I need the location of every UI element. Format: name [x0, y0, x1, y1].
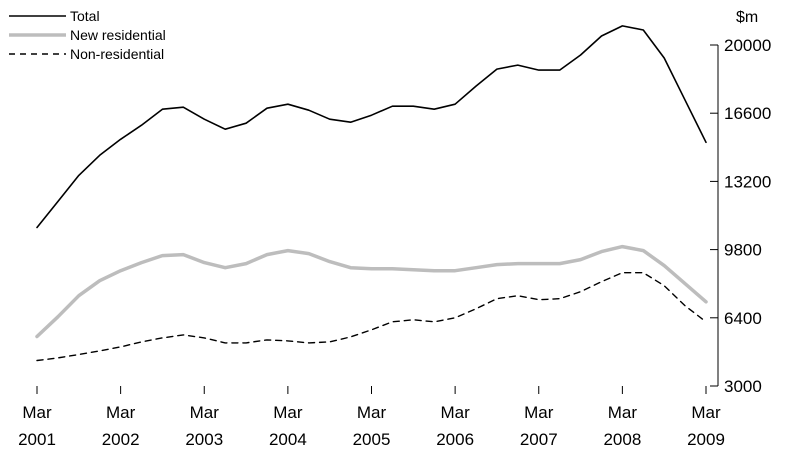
- x-tick-label-month: Mar: [608, 403, 638, 422]
- y-tick-label: 13200: [724, 172, 771, 191]
- y-tick-label: 3000: [724, 377, 762, 396]
- x-tick-label-month: Mar: [691, 403, 721, 422]
- x-tick-label-month: Mar: [524, 403, 554, 422]
- series-line-non-residential: [36, 272, 707, 362]
- x-tick-label-year: 2001: [18, 430, 56, 449]
- y-tick-label: 16600: [724, 104, 771, 123]
- axes: 200001660013200980064003000Mar2001Mar200…: [18, 36, 771, 449]
- x-tick-label-year: 2009: [687, 430, 725, 449]
- y-axis-unit-label: $m: [736, 9, 758, 26]
- x-tick-label-month: Mar: [440, 403, 470, 422]
- series-line-new-residential: [35, 244, 708, 339]
- y-tick-label: 20000: [724, 36, 771, 55]
- x-tick-label-year: 2004: [269, 430, 307, 449]
- y-tick-label: 6400: [724, 309, 762, 328]
- x-tick-label-month: Mar: [190, 403, 220, 422]
- x-tick-label-month: Mar: [22, 403, 52, 422]
- legend-label: Non-residential: [70, 46, 164, 62]
- legend: Total New residential Non-residential: [9, 8, 166, 62]
- legend-label: Total: [70, 8, 100, 24]
- x-tick-label-year: 2003: [185, 430, 223, 449]
- x-tick-label-year: 2006: [436, 430, 474, 449]
- y-tick-label: 9800: [724, 241, 762, 260]
- series-layer: [35, 25, 708, 362]
- x-tick-label-year: 2002: [102, 430, 140, 449]
- x-tick-label-year: 2007: [520, 430, 558, 449]
- x-tick-label-month: Mar: [106, 403, 136, 422]
- x-tick-label-year: 2005: [353, 430, 391, 449]
- legend-label: New residential: [70, 27, 166, 43]
- x-tick-label-month: Mar: [357, 403, 387, 422]
- x-tick-label-year: 2008: [603, 430, 641, 449]
- x-tick-label-month: Mar: [273, 403, 303, 422]
- series-line-total: [36, 25, 707, 229]
